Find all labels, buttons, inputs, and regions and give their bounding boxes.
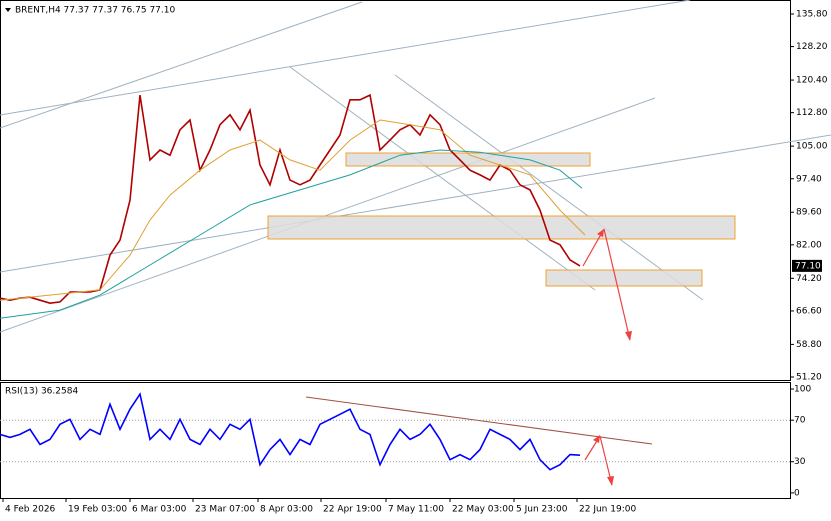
y-tick-label: 112.80 xyxy=(796,108,828,118)
x-tick-label: 22 May 03:00 xyxy=(452,505,514,515)
y-tick-label: 51.20 xyxy=(796,373,822,383)
zone xyxy=(267,215,736,240)
y-tick-label: 58.80 xyxy=(796,340,822,350)
arrow xyxy=(603,228,631,341)
menu-triangle[interactable] xyxy=(5,8,11,12)
x-tick-label: 4 Feb 2026 xyxy=(5,505,56,515)
price-label-box xyxy=(792,259,822,272)
zone xyxy=(345,152,591,167)
y-tick-label: 66.60 xyxy=(796,306,822,316)
x-tick-label: 23 Mar 07:00 xyxy=(195,505,255,515)
x-tick-label: 5 Jun 23:00 xyxy=(516,505,568,515)
zone xyxy=(545,269,703,287)
price-label: 77.10 xyxy=(795,261,821,271)
x-tick-label: 8 Apr 03:00 xyxy=(260,505,313,515)
x-tick-label: 6 Mar 03:00 xyxy=(132,505,187,515)
x-tick-label: 19 Feb 03:00 xyxy=(68,505,127,515)
trend-line xyxy=(289,66,596,291)
y-tick-label: 82.00 xyxy=(796,240,822,250)
drawings xyxy=(0,0,831,486)
series-line xyxy=(0,93,581,305)
y-tick-label: 97.40 xyxy=(796,174,822,184)
rsi-panel xyxy=(0,382,791,499)
y-tick-label: 128.20 xyxy=(796,42,828,52)
series-line xyxy=(0,149,583,319)
y-tick-label: 70 xyxy=(794,416,806,426)
trend-line xyxy=(0,1,363,129)
arrow-head xyxy=(597,229,604,237)
y-tick-label: 120.40 xyxy=(796,76,828,86)
y-tick-label: 100 xyxy=(794,385,811,395)
chart-title: BRENT,H4 77.37 77.37 76.75 77.10 xyxy=(15,6,175,16)
series-line xyxy=(0,119,586,301)
x-tick-label: 22 Apr 19:00 xyxy=(323,505,382,515)
trend-line xyxy=(0,97,656,333)
rsi-title: RSI(13) 36.2584 xyxy=(5,387,78,397)
price-panel xyxy=(0,0,791,381)
x-tick-label: 7 May 11:00 xyxy=(388,505,444,515)
series-line xyxy=(0,392,581,471)
trend-line xyxy=(394,74,704,301)
rsi-trend-line xyxy=(305,396,653,445)
y-tick-label: 89.60 xyxy=(796,208,822,218)
arrow-head xyxy=(625,331,632,341)
trend-line xyxy=(0,0,691,116)
y-tick-label: 135.80 xyxy=(796,9,828,19)
y-tick-label: 105.00 xyxy=(796,142,828,152)
arrow-head xyxy=(607,476,614,486)
y-tick-label: 0 xyxy=(794,488,800,498)
x-tick-label: 22 Jun 19:00 xyxy=(579,505,636,515)
arrow-head xyxy=(593,435,600,443)
y-tick-label: 74.20 xyxy=(796,274,822,284)
trend-line xyxy=(0,134,831,273)
y-tick-label: 30 xyxy=(794,457,806,467)
